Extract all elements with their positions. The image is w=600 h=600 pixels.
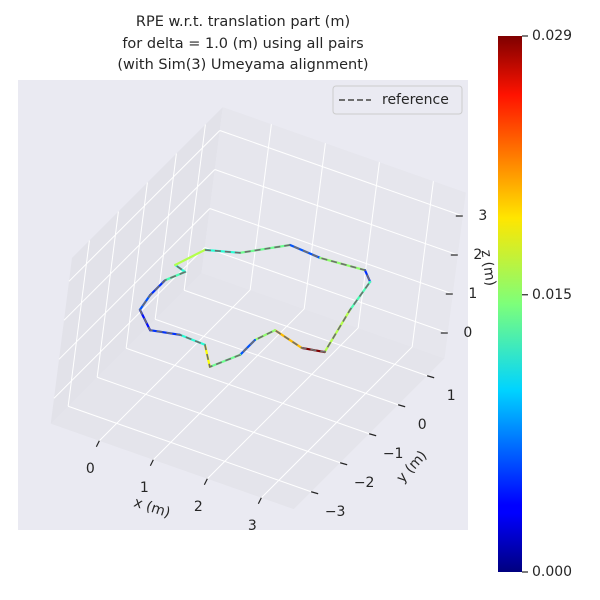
x-tick-label: 3 [248,518,257,534]
tick-mark [368,433,377,437]
grid-line [67,405,312,493]
z-tick-label: 0 [463,325,472,341]
grid-line [204,247,448,334]
y-tick-label: 1 [447,388,456,404]
tick-mark [339,462,348,466]
y-tick-label: 0 [418,417,427,433]
z-tick-label: 1 [468,286,477,302]
tick-mark [149,459,154,467]
grid-line [125,347,370,435]
title-line: (with Sim(3) Umeyama alignment) [117,57,368,73]
grid-line [183,289,428,377]
reference-line [139,244,372,368]
tick-mark [426,375,435,379]
tick-mark [95,440,100,448]
grid-line [63,169,216,321]
y-tick-label: −3 [325,504,346,520]
tick-mark [203,478,208,486]
grid-line [154,153,177,320]
x-tick-label: 1 [140,480,149,496]
colorbar-tick-label: 0.015 [532,287,572,303]
tick-mark [310,491,319,495]
grid-line [214,169,458,256]
y-tick-label: −1 [383,446,404,462]
trajectory-segment [178,333,207,346]
grid-line [96,376,341,464]
trajectory-segment [174,248,206,267]
grid-line [219,130,463,217]
colorbar-tick-label: 0.000 [532,564,572,580]
trajectory-segment [149,329,181,336]
grid-line [357,162,380,329]
z-tick-label: 3 [478,208,487,224]
grid-line [67,240,90,407]
z-axis-label: z (m) [478,249,499,287]
grid-line [68,130,221,282]
grid-line [154,318,399,406]
y-tick-label: −2 [354,475,375,491]
colorbar-tick-label: 0.029 [532,28,572,44]
title-line: RPE w.r.t. translation part (m) [136,14,350,30]
grid-line [249,124,272,291]
grid-line [411,181,434,348]
grid-line [125,182,148,349]
grid-line [303,143,326,310]
grid-line [53,247,206,399]
legend [332,85,463,115]
legend-label: reference [382,92,449,108]
grid-line [96,211,119,378]
pane-back [201,107,466,359]
x-tick-label: 2 [194,499,203,515]
z-tick-label: 2 [473,247,482,263]
tick-mark [397,404,406,408]
tick-mark [257,497,262,505]
x-tick-label: 0 [86,461,95,477]
grid-line [183,124,206,291]
grid-line [209,208,453,295]
grid-line [58,208,211,360]
colorbar [498,36,522,572]
title-line: for delta = 1.0 (m) using all pairs [122,36,363,52]
